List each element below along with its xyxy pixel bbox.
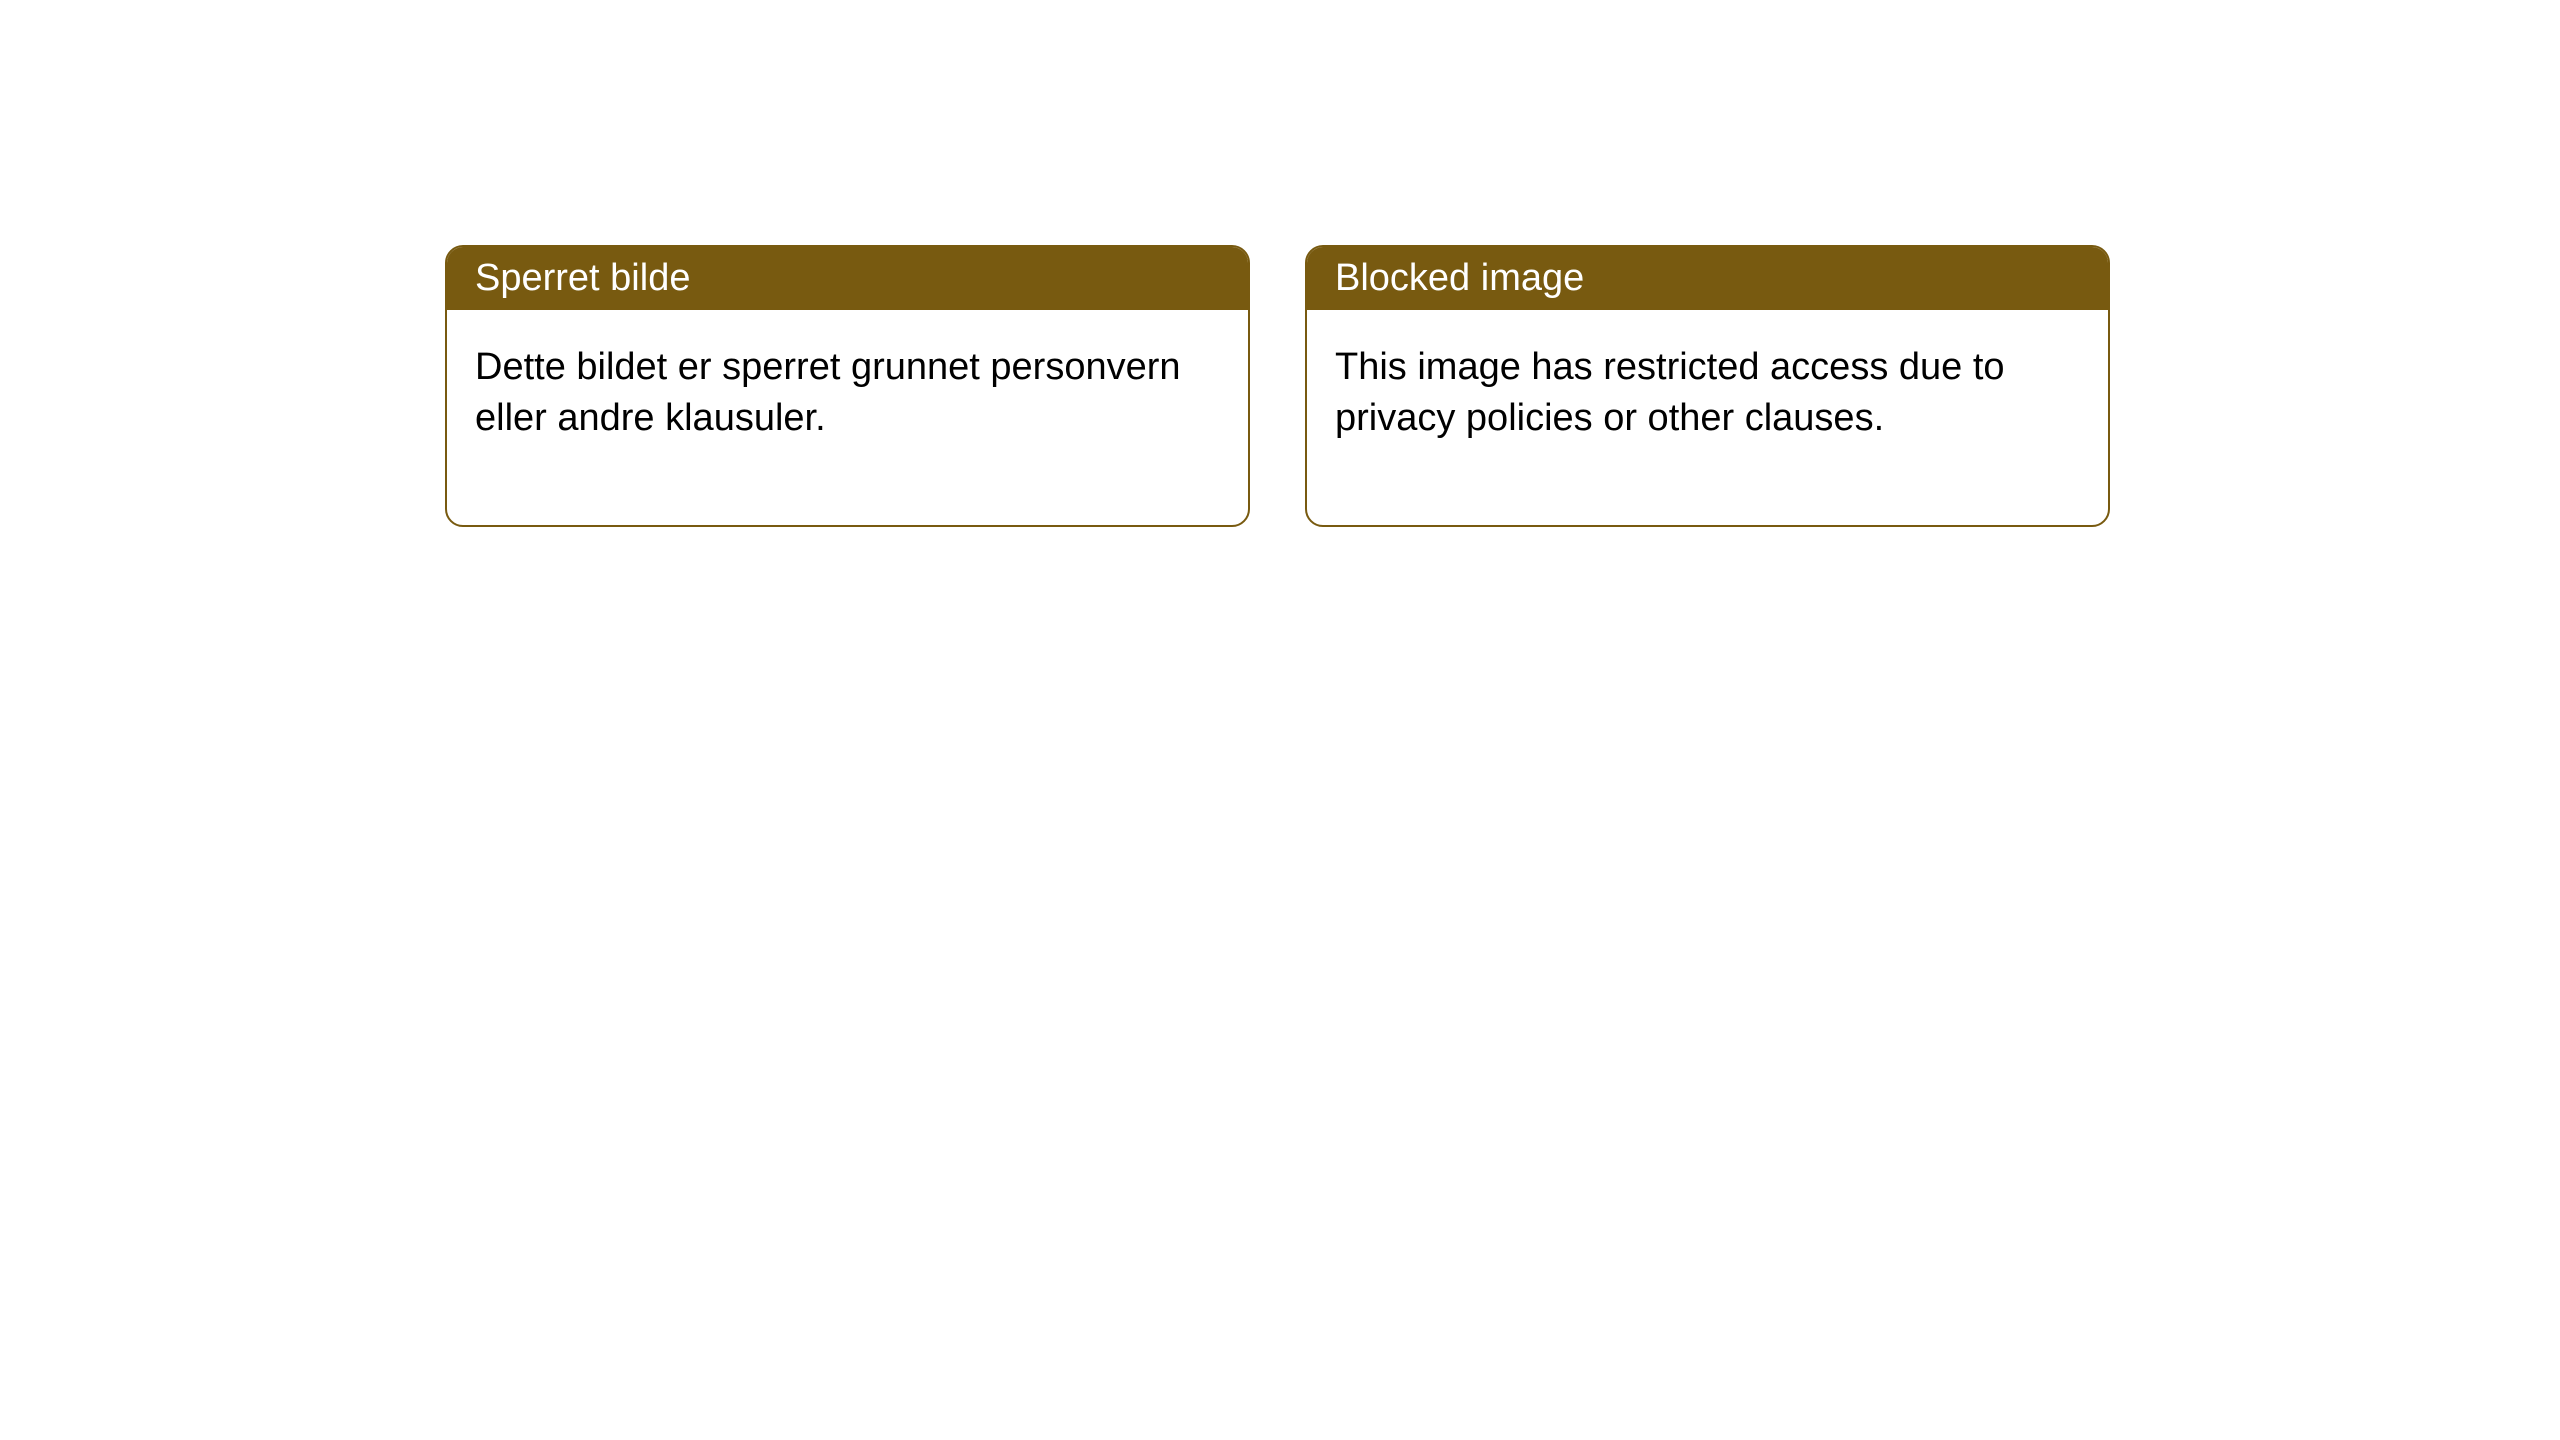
card-body: Dette bildet er sperret grunnet personve… [447,310,1248,525]
card-header: Sperret bilde [447,247,1248,310]
notice-container: Sperret bilde Dette bildet er sperret gr… [445,245,2110,527]
card-body: This image has restricted access due to … [1307,310,2108,525]
card-title: Blocked image [1335,257,1584,299]
notice-card-norwegian: Sperret bilde Dette bildet er sperret gr… [445,245,1250,527]
card-header: Blocked image [1307,247,2108,310]
card-body-text: This image has restricted access due to … [1335,346,2005,439]
card-body-text: Dette bildet er sperret grunnet personve… [475,346,1181,439]
notice-card-english: Blocked image This image has restricted … [1305,245,2110,527]
card-title: Sperret bilde [475,257,690,299]
